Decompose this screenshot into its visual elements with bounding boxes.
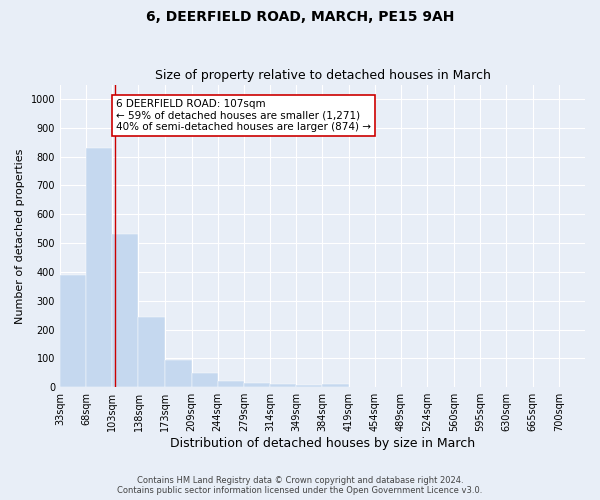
Bar bbox=[164, 360, 191, 387]
Y-axis label: Number of detached properties: Number of detached properties bbox=[15, 148, 25, 324]
Bar bbox=[112, 234, 139, 387]
Bar bbox=[86, 148, 112, 387]
Text: 6, DEERFIELD ROAD, MARCH, PE15 9AH: 6, DEERFIELD ROAD, MARCH, PE15 9AH bbox=[146, 10, 454, 24]
Title: Size of property relative to detached houses in March: Size of property relative to detached ho… bbox=[155, 69, 490, 82]
Bar bbox=[218, 382, 244, 387]
Bar bbox=[191, 373, 218, 387]
Bar bbox=[139, 316, 164, 387]
Bar bbox=[60, 275, 86, 387]
Text: 6 DEERFIELD ROAD: 107sqm
← 59% of detached houses are smaller (1,271)
40% of sem: 6 DEERFIELD ROAD: 107sqm ← 59% of detach… bbox=[116, 99, 371, 132]
Text: Contains HM Land Registry data © Crown copyright and database right 2024.
Contai: Contains HM Land Registry data © Crown c… bbox=[118, 476, 482, 495]
Bar bbox=[244, 384, 270, 387]
X-axis label: Distribution of detached houses by size in March: Distribution of detached houses by size … bbox=[170, 437, 475, 450]
Bar bbox=[322, 384, 349, 387]
Bar bbox=[270, 384, 296, 387]
Bar bbox=[296, 385, 322, 387]
